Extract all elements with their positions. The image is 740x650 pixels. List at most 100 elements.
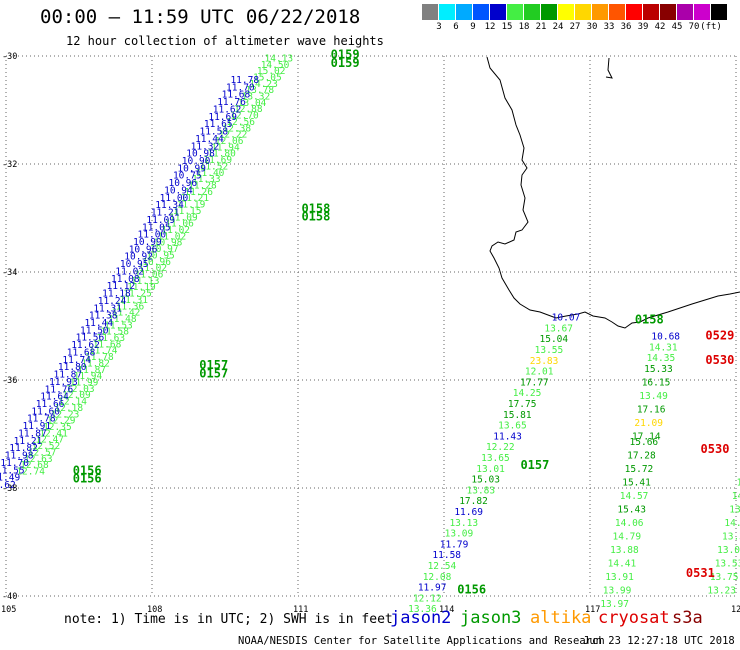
wave-height-jason3: 12.57 xyxy=(28,447,57,458)
pass-time-label: 0158 xyxy=(301,202,330,216)
wave-height-value: 13.04 xyxy=(717,545,740,556)
wave-height-jason3: 12.35 xyxy=(43,422,72,433)
wave-height-jason2: 11.93 xyxy=(49,377,78,388)
wave-height-jason3: 12.09 xyxy=(62,390,91,401)
wave-height-jason3: 11.63 xyxy=(97,333,126,344)
wave-height-value: 14.35 xyxy=(647,353,676,364)
wave-height-jason3: 12.18 xyxy=(55,403,84,414)
australia-coastline xyxy=(486,56,740,329)
wave-height-jason3: 15.05 xyxy=(253,72,282,83)
wave-height-jason2: 11.44 xyxy=(84,318,113,329)
wave-height-value: 11.79 xyxy=(440,539,469,550)
color-swatch-8 xyxy=(558,4,575,20)
color-swatch-14 xyxy=(660,4,677,20)
wave-height-jason3: 12.06 xyxy=(215,136,244,147)
wave-height-jason3: 11.94 xyxy=(74,371,103,382)
wave-height-jason2: 11.55 xyxy=(0,465,25,476)
wave-height-value: 14.18 xyxy=(724,518,740,529)
wave-height-jason2: 10.98 xyxy=(186,149,215,160)
wave-height-jason3: 11.82 xyxy=(81,358,110,369)
wave-height-jason3: 15.02 xyxy=(257,66,286,77)
pass-time-label: 0530 xyxy=(705,353,734,367)
color-scale-label: 9 xyxy=(470,22,476,32)
wave-height-jason2: 11.82 xyxy=(9,443,38,454)
wave-height-jason3: 11.33 xyxy=(192,174,221,185)
color-scale-label: 30 xyxy=(586,22,598,32)
wave-height-jason3: 12.68 xyxy=(20,460,49,471)
color-swatch-6 xyxy=(524,4,541,20)
coastline-islet xyxy=(605,57,613,79)
color-scale-label: 45 xyxy=(671,22,683,32)
wave-height-jason3: 11.06 xyxy=(165,219,194,230)
wave-height-jason3: 11.26 xyxy=(184,187,213,198)
wave-height-jason2: 11.78 xyxy=(230,75,259,86)
wave-height-value: 11.43 xyxy=(493,431,522,442)
wave-height-value: 13.66 xyxy=(737,477,740,488)
lon-tick-label: 120 xyxy=(731,605,740,615)
pass-time-label: 0158 xyxy=(635,312,664,326)
wave-height-value: 14.58 xyxy=(732,491,740,502)
wave-height-value: 12.22 xyxy=(486,442,515,453)
wave-height-jason2: 11.62 xyxy=(213,104,242,115)
wave-height-jason3: 11.19 xyxy=(127,282,156,293)
wave-height-jason3: 11.48 xyxy=(108,314,137,325)
wave-height-jason2: 11.76 xyxy=(217,97,246,108)
wave-height-jason3: 12.23 xyxy=(51,409,80,420)
color-swatch-7 xyxy=(541,4,558,20)
wave-height-jason2: 11.00 xyxy=(160,193,189,204)
pass-time-label: 0159 xyxy=(331,56,360,70)
color-swatch-3 xyxy=(473,4,490,20)
wave-height-jason2: 10.99 xyxy=(133,237,162,248)
lon-tick-label: 111 xyxy=(293,605,308,615)
wave-height-jason2: 11.58 xyxy=(199,127,228,138)
pass-time-label: 0159 xyxy=(331,48,360,62)
wave-height-jason3: 11.78 xyxy=(85,352,114,363)
wave-height-jason2: 11.76 xyxy=(45,384,74,395)
lat-tick-label: -36 xyxy=(2,376,17,386)
wave-height-jason3: 11.21 xyxy=(181,193,210,204)
wave-height-jason2: 11.08 xyxy=(111,274,140,285)
color-swatch-13 xyxy=(643,4,660,20)
color-scale-label: 70 xyxy=(688,22,700,32)
wave-height-value: 11.58 xyxy=(432,550,461,561)
wave-height-jason3: 13.78 xyxy=(245,85,274,96)
footer-credit: NOAA/NESDIS Center for Satellite Applica… xyxy=(238,635,605,647)
wave-height-value: 15.04 xyxy=(540,334,569,345)
color-swatch-11 xyxy=(609,4,626,20)
wave-height-jason3: 11.74 xyxy=(89,346,118,357)
wave-height-jason2: 10.75 xyxy=(173,171,202,182)
wave-height-jason2: 11.64 xyxy=(40,392,69,403)
pass-time-label: 0531 xyxy=(686,566,715,580)
wave-height-value: 14.57 xyxy=(620,491,649,502)
wave-height-jason3: 11.68 xyxy=(93,339,122,350)
wave-height-value: 13.53 xyxy=(715,558,740,569)
map-title: 00:00 – 11:59 UTC 06/22/2018 xyxy=(40,6,361,28)
footer-timestamp: Jun 23 12:27:18 UTC 2018 xyxy=(583,635,735,647)
pass-time-label: 0156 xyxy=(457,582,486,596)
wave-height-value: 17.77 xyxy=(520,377,549,388)
pass-time-label: 0157 xyxy=(520,458,549,472)
wave-height-jason2: 11.70 xyxy=(0,458,29,469)
pass-time-label: 0529 xyxy=(705,329,734,343)
wave-height-value: 21.09 xyxy=(634,418,663,429)
wave-height-jason3: 10.95 xyxy=(146,250,175,261)
color-scale-label: 42 xyxy=(654,22,666,32)
altimeter-measurements: 14.1314.5015.0215.0514.2313.7813.3213.04… xyxy=(0,48,740,616)
color-scale-bar xyxy=(422,4,728,20)
wave-height-value: 14.79 xyxy=(613,531,642,542)
wave-height-jason3: 11.15 xyxy=(173,206,202,217)
wave-height-jason3: 12.56 xyxy=(226,117,255,128)
color-swatch-16 xyxy=(694,4,711,20)
pass-time-label: 0157 xyxy=(199,358,228,372)
wave-height-value: 15.33 xyxy=(644,364,673,375)
pass-time-label: 0530 xyxy=(701,442,730,456)
color-scale-label: 6 xyxy=(453,22,459,32)
legend-cryosat: cryosat xyxy=(598,608,670,628)
color-swatch-1 xyxy=(439,4,456,20)
wave-height-value: 10.07 xyxy=(552,313,581,324)
wave-height-value: 14.31 xyxy=(649,342,678,353)
wave-height-jason2: 11.74 xyxy=(62,355,91,366)
color-swatch-12 xyxy=(626,4,643,20)
wave-height-jason2: 11.05 xyxy=(142,222,171,233)
